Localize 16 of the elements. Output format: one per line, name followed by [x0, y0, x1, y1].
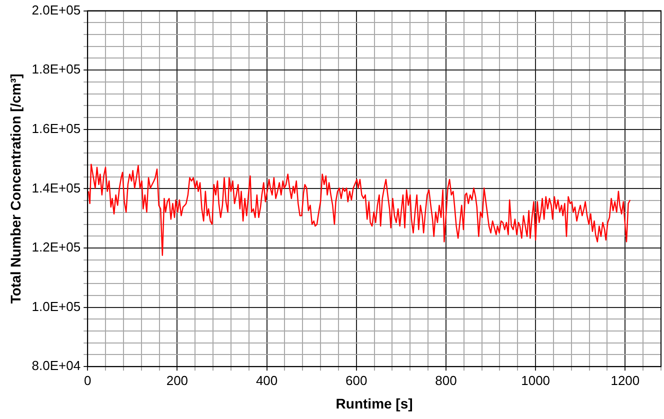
x-tick-label: 600	[346, 372, 368, 388]
y-tick-label: 1.2E+05	[32, 240, 81, 255]
y-tick-label: 1.8E+05	[32, 62, 81, 77]
y-tick-label: 8.0E+04	[32, 358, 81, 374]
x-tick-label: 1200	[610, 372, 640, 388]
x-tick-label: 800	[435, 372, 457, 388]
x-tick-label: 0	[84, 372, 92, 388]
x-axis-title: Runtime [s]	[336, 395, 413, 412]
x-tick-label: 1000	[521, 372, 550, 388]
x-tick-label: 400	[256, 372, 278, 388]
x-tick-label: 200	[166, 372, 188, 388]
y-axis-title: Total Number Concentration [/cm³]	[7, 74, 24, 304]
y-tick-label: 2.0E+05	[32, 2, 81, 18]
y-tick-label: 1.0E+05	[32, 298, 81, 314]
y-tick-label: 1.6E+05	[32, 120, 81, 136]
y-tick-label: 1.4E+05	[32, 180, 81, 196]
